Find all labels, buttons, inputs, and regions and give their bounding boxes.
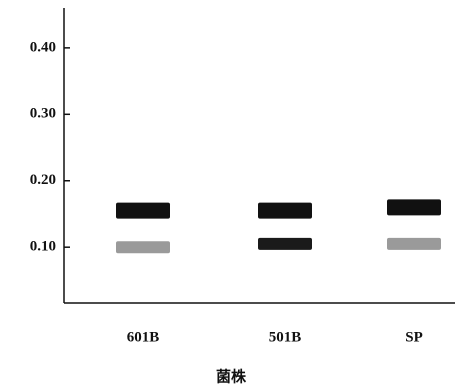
x-tick-label: SP — [405, 329, 423, 345]
y-tick-label: 0.30 — [30, 106, 56, 122]
band — [258, 238, 312, 250]
band — [116, 241, 170, 253]
band — [258, 203, 312, 219]
y-tick-label: 0.40 — [30, 39, 56, 55]
band — [116, 203, 170, 219]
x-axis-label: 菌株 — [216, 367, 247, 385]
x-tick-label: 601B — [127, 329, 160, 345]
band — [387, 238, 441, 250]
band — [387, 199, 441, 215]
y-tick-label: 0.20 — [30, 172, 56, 188]
chart: 菌株 0.10 0.20 0.30 0.40 601B 501B SP — [0, 0, 463, 391]
x-tick-label: 501B — [269, 329, 302, 345]
y-tick-label: 0.10 — [30, 239, 56, 255]
